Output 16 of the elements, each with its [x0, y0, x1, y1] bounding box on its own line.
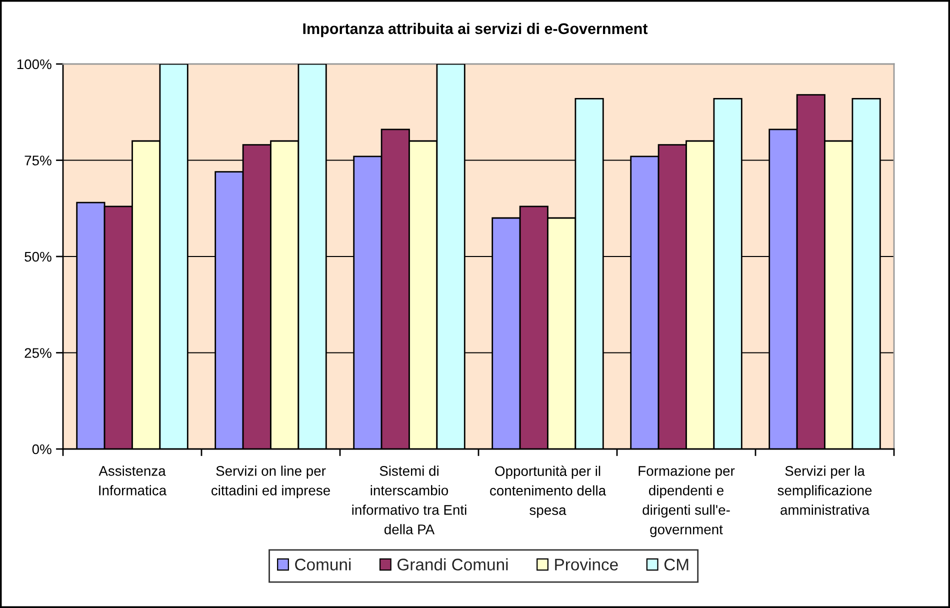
x-tick-label: Servizi on line per cittadini ed imprese	[212, 466, 330, 498]
y-tick-label: 100%	[17, 59, 52, 70]
x-tick-label: Sistemi di interscambio informativo tra Enti della PA	[352, 466, 466, 534]
x-tick-label: Opportunità per il contenimento della spesa	[490, 466, 606, 518]
legend-label: Comuni	[295, 558, 351, 570]
y-tick-label: 50%	[24, 252, 52, 262]
y-tick-label: 0%	[32, 444, 52, 454]
y-tick-label: 75%	[24, 156, 52, 166]
x-tick-label: Formazione per dipendenti e dirigenti sull'e- government	[638, 466, 735, 538]
x-tick-label: Assistenza Informatica	[98, 466, 167, 496]
y-tick-label: 25%	[24, 348, 52, 358]
chart-title: Importanza attribuita ai servizi di e-Government	[303, 22, 648, 38]
legend-label: Grandi Comuni	[398, 558, 508, 570]
x-tick-label: Servizi per la semplificazione amministrativa	[778, 466, 872, 515]
legend-label: CM	[664, 558, 688, 570]
legend-label: Province	[555, 558, 618, 570]
